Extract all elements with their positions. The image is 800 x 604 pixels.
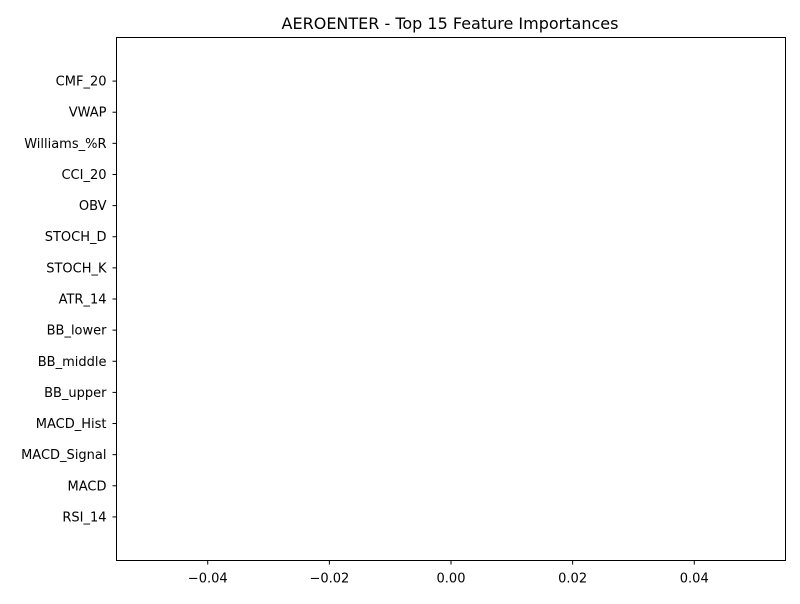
y-tick-label: OBV bbox=[79, 199, 107, 214]
y-tick-label: CMF_20 bbox=[56, 75, 107, 90]
y-tick-label: MACD_Signal bbox=[21, 448, 106, 463]
y-tick-label: BB_upper bbox=[44, 386, 107, 401]
x-tick-label: 0.04 bbox=[680, 572, 709, 587]
y-axis-ticks: RSI_14 MACD MACD_Signal MACD_Hist BB_upper BB… bbox=[21, 75, 117, 525]
x-tick-label: 0.02 bbox=[558, 572, 587, 587]
y-tick-label: CCI_20 bbox=[61, 168, 106, 183]
x-tick-label: −0.02 bbox=[309, 572, 349, 587]
y-tick-label: MACD bbox=[68, 479, 107, 494]
x-tick-label: −0.04 bbox=[188, 572, 228, 587]
y-tick-label: RSI_14 bbox=[62, 510, 106, 525]
x-axis-ticks: −0.04 −0.02 0.00 0.02 0.04 bbox=[188, 560, 709, 587]
y-tick-label: VWAP bbox=[69, 106, 107, 121]
y-tick-label: Williams_%R bbox=[24, 137, 106, 152]
y-tick-label: ATR_14 bbox=[59, 293, 107, 308]
plot-area-frame bbox=[116, 37, 786, 561]
x-tick-label: 0.00 bbox=[437, 572, 466, 587]
y-tick-label: STOCH_D bbox=[45, 230, 107, 245]
y-tick-label: STOCH_K bbox=[46, 261, 107, 276]
y-tick-label: MACD_Hist bbox=[36, 417, 107, 432]
y-tick-label: BB_middle bbox=[38, 355, 107, 370]
chart-title: AEROENTER - Top 15 Feature Importances bbox=[282, 14, 619, 33]
y-tick-label: BB_lower bbox=[47, 324, 108, 339]
